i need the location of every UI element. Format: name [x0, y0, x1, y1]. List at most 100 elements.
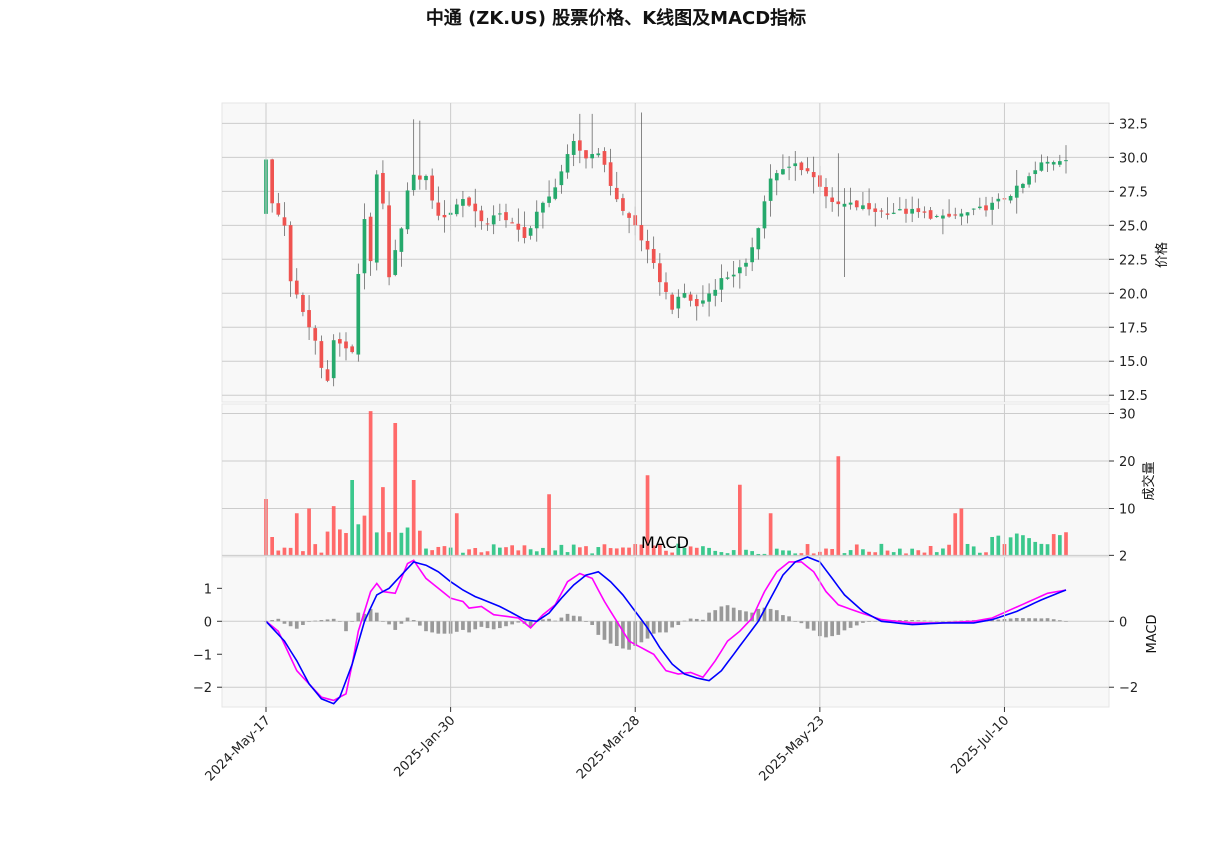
volume-bar — [793, 553, 798, 556]
candle-body — [1014, 185, 1019, 198]
candle-body — [313, 328, 318, 341]
macd-histogram-bar — [578, 616, 582, 622]
macd-histogram-bar — [904, 620, 908, 622]
candle-body — [362, 219, 367, 274]
macd-histogram-bar — [959, 620, 964, 622]
candle-body — [768, 178, 773, 201]
volume-bar — [996, 535, 1001, 556]
candle-body — [602, 151, 607, 165]
macd-histogram-bar — [288, 621, 293, 627]
volume-bar — [424, 548, 428, 556]
volume-bar — [787, 550, 791, 556]
macd-histogram-bar — [485, 621, 490, 629]
volume-bar — [824, 548, 828, 556]
candle-body — [898, 209, 902, 211]
candle-body — [522, 227, 527, 238]
candle-body — [510, 222, 514, 224]
candle-body — [719, 278, 724, 290]
volume-bar — [578, 547, 582, 556]
candle-body — [682, 293, 687, 298]
macd-histogram-bar — [590, 621, 594, 625]
volume-bar — [553, 550, 558, 556]
candle-body — [498, 213, 502, 215]
candle-body — [307, 310, 311, 328]
macd-histogram-bar — [301, 621, 305, 625]
candle-body — [750, 247, 754, 263]
volume-bar — [941, 548, 945, 556]
volume-bar — [725, 553, 730, 556]
volume-bar — [928, 545, 933, 556]
macd-histogram-bar — [498, 621, 502, 629]
x-tick-label: 2025-Jan-30 — [391, 713, 458, 780]
macd-histogram-bar — [565, 613, 570, 622]
macd-histogram-bar — [811, 621, 816, 631]
macd-histogram-bar — [1058, 620, 1062, 622]
volume-bar — [627, 547, 631, 556]
macd-histogram-bar — [719, 606, 724, 622]
candle-body — [861, 205, 865, 209]
volume-bar — [325, 531, 330, 556]
macd-histogram-bar — [1021, 618, 1025, 622]
candle-body — [584, 150, 588, 159]
macd-histogram-bar — [928, 620, 933, 622]
macd-histogram-bar — [399, 621, 404, 624]
macd-histogram-bar — [344, 621, 348, 632]
macd-histogram-bar — [627, 621, 631, 650]
macd-histogram-bar — [916, 620, 921, 622]
volume-bar — [738, 484, 742, 556]
volume-bar — [916, 550, 921, 556]
volume-bar — [965, 543, 970, 556]
price-panel-background — [221, 102, 1110, 403]
macd-histogram-bar — [965, 620, 970, 622]
candle-body — [793, 163, 798, 167]
volume-bar — [891, 552, 896, 556]
candle-body — [934, 215, 939, 217]
macd-histogram-bar — [547, 618, 551, 622]
candle-body — [744, 262, 748, 267]
volume-bar — [344, 533, 348, 556]
macd-histogram-bar — [922, 620, 927, 622]
volume-bar — [571, 544, 576, 556]
candle-body — [553, 187, 558, 199]
candle-body — [941, 215, 945, 219]
volume-bar — [387, 532, 391, 556]
candle-body — [608, 162, 613, 186]
volume-bar — [682, 547, 687, 556]
candle-body — [916, 208, 921, 213]
candle-body — [891, 212, 896, 214]
macd-histogram-bar — [313, 620, 318, 622]
volume-tick-label: 20 — [1119, 455, 1136, 470]
candle-body — [528, 228, 533, 236]
volume-bar — [621, 547, 625, 556]
candle-body — [418, 175, 422, 180]
macd-histogram-bar — [621, 621, 625, 649]
volume-bar — [350, 480, 354, 556]
volume-bar — [485, 551, 490, 556]
volume-bar — [959, 508, 964, 556]
macd-histogram-bar — [861, 621, 865, 623]
macd-histogram-bar — [713, 610, 718, 622]
volume-bar — [898, 548, 902, 556]
volume-bar — [1064, 532, 1068, 556]
candle-body — [1045, 161, 1050, 164]
macd-histogram-bar — [676, 621, 681, 625]
price-tick-label: 20.0 — [1119, 287, 1148, 302]
candle-body — [350, 346, 354, 353]
volume-bar — [307, 508, 311, 556]
candle-body — [725, 277, 730, 279]
candle-body — [1058, 161, 1062, 165]
chart-title: 中通 (ZK.US) 股票价格、K线图及MACD指标 — [426, 7, 806, 29]
candle-body — [756, 228, 761, 250]
macd-histogram-bar — [473, 621, 478, 630]
volume-bar — [461, 552, 465, 556]
macd-histogram-bar — [356, 612, 361, 622]
macd-histogram-bar — [1008, 618, 1013, 622]
volume-bar — [1021, 535, 1025, 556]
volume-bar — [498, 547, 502, 556]
candle-body — [842, 203, 847, 207]
macd-histogram-bar — [725, 605, 730, 622]
macd-histogram-bar — [430, 621, 434, 633]
volume-bar — [713, 550, 718, 556]
macd-histogram-bar — [670, 621, 674, 628]
candle-body — [701, 300, 705, 304]
